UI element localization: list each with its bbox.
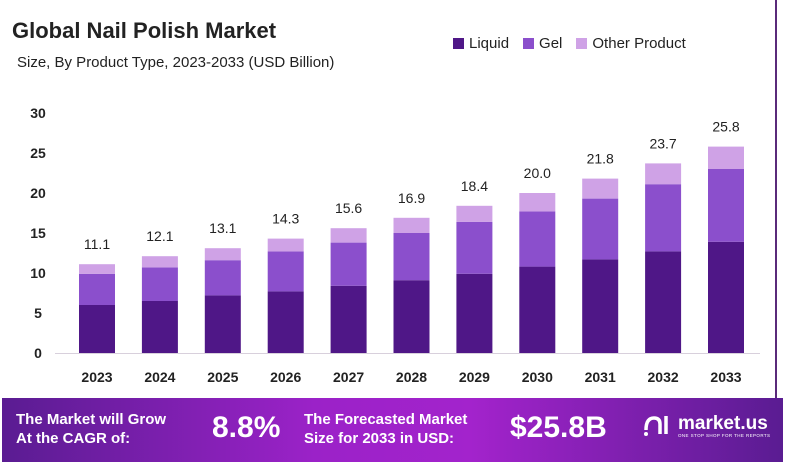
bar-segment-other-product [456,205,493,222]
bar-segment-gel [708,169,744,242]
bar-segment-gel [330,242,367,286]
y-tick-label: 20 [30,185,46,201]
x-tick-label: 2030 [522,369,553,385]
x-tick-label: 2028 [396,369,427,385]
total-data-label: 20.0 [524,165,551,181]
x-tick-label: 2025 [207,369,238,385]
x-tick-label: 2032 [648,369,679,385]
y-tick-label: 5 [34,305,42,321]
x-tick-label: 2031 [585,369,616,385]
plot-area: 05101520253011.1202312.1202413.1202514.3… [30,105,760,385]
legend-swatch [576,38,588,49]
bar-segment-other-product [519,193,556,212]
total-data-label: 23.7 [649,135,676,151]
bar-segment-liquid [708,241,744,353]
bar-segment-gel [519,211,556,267]
total-data-label: 14.3 [272,211,299,227]
x-tick-label: 2033 [710,369,741,385]
legend-item-other: Other Product [576,35,686,52]
total-data-label: 16.9 [398,190,425,206]
bar-segment-liquid [456,273,493,353]
bar-segment-liquid [141,301,178,353]
bar-segment-other-product [204,248,241,261]
forecast-value: $25.8B [510,411,607,444]
bar-segment-gel [267,251,304,292]
legend-label: Liquid [469,35,510,52]
total-data-label: 18.4 [461,178,488,194]
y-tick-label: 30 [30,105,46,121]
legend: Liquid Gel Other Product [453,35,686,52]
bar-segment-liquid [330,285,367,353]
bar-segment-gel [393,233,430,281]
cagr-label-line2: At the CAGR of: [16,430,131,447]
card-frame [775,0,777,398]
bar-segment-other-product [708,146,744,169]
bar-segment-liquid [79,305,115,353]
total-data-label: 11.1 [84,236,110,252]
x-tick-label: 2023 [81,369,112,385]
forecast-label: The Forecasted Market Size for 2033 in U… [304,410,467,448]
bar-segment-other-product [267,238,304,252]
bar-segment-liquid [582,259,619,353]
y-tick-label: 25 [30,145,46,161]
bar-segment-gel [456,221,493,274]
legend-item-gel: Gel [523,35,562,52]
bar-segment-gel [141,267,178,301]
bar-segment-gel [582,198,619,260]
legend-label: Other Product [592,35,686,52]
bar-segment-other-product [330,228,367,243]
legend-swatch [453,38,464,49]
bar-segment-other-product [645,163,682,185]
total-data-label: 13.1 [209,220,236,236]
bar-segment-liquid [393,280,430,353]
logo-name: market.us [678,412,768,434]
chart-subtitle: Size, By Product Type, 2023-2033 (USD Bi… [17,54,335,71]
legend-swatch [523,38,535,49]
legend-item-liquid: Liquid [453,35,509,52]
bar-segment-other-product [141,256,178,268]
summary-banner: The Market will Grow At the CAGR of: 8.8… [2,398,783,462]
bar-segment-other-product [393,217,430,233]
bar-segment-liquid [645,251,682,353]
logo-icon [644,416,668,436]
total-data-label: 15.6 [335,200,362,216]
bar-segment-other-product [582,178,619,199]
market-us-logo: market.us ONE STOP SHOP FOR THE REPORTS [642,412,770,438]
chart-title: Global Nail Polish Market [12,18,277,43]
x-tick-label: 2024 [144,369,175,385]
legend-label: Gel [539,35,563,52]
logo-tagline: ONE STOP SHOP FOR THE REPORTS [678,432,771,438]
y-tick-label: 0 [34,345,42,361]
bar-segment-other-product [79,264,115,274]
x-tick-label: 2029 [459,369,490,385]
cagr-value: 8.8% [212,411,281,444]
total-data-label: 12.1 [146,228,173,244]
bar-segment-gel [79,273,115,305]
cagr-label: The Market will Grow At the CAGR of: [16,410,166,448]
total-data-label: 25.8 [712,119,739,135]
bar-segment-liquid [519,266,556,353]
x-tick-label: 2026 [270,369,301,385]
y-tick-label: 10 [30,265,46,281]
bar-segment-liquid [204,295,241,353]
total-data-label: 21.8 [587,151,614,167]
forecast-label-line1: The Forecasted Market [304,411,468,428]
bar-segment-liquid [267,291,304,353]
forecast-label-line2: Size for 2033 in USD: [304,430,455,447]
bar-segment-gel [645,184,682,252]
x-tick-label: 2027 [333,369,364,385]
y-tick-label: 15 [30,225,46,241]
bar-segment-gel [204,260,241,296]
cagr-label-line1: The Market will Grow [16,411,167,428]
